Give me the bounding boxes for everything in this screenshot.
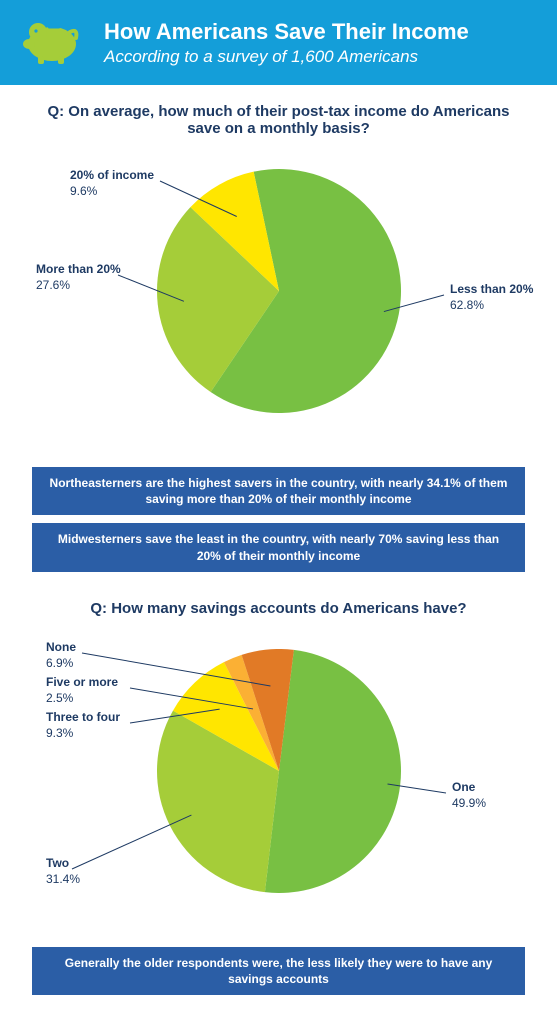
slice-label-name: Five or more	[46, 674, 118, 690]
slice-label-name: Two	[46, 855, 80, 871]
slice-label-value: 49.9%	[452, 795, 486, 811]
slice-label-value: 6.9%	[46, 655, 76, 671]
slice-label-name: One	[452, 779, 486, 795]
chart-2-callout-0: Generally the older respondents were, th…	[32, 947, 525, 995]
piggy-bank-icon	[18, 14, 90, 71]
chart-1-callout-0: Northeasterners are the highest savers i…	[32, 467, 525, 515]
chart-1-question: Q: On average, how much of their post-ta…	[32, 103, 525, 137]
slice-label-value: 9.3%	[46, 725, 120, 741]
slice-label: None6.9%	[46, 639, 76, 671]
slice-label-value: 27.6%	[36, 277, 121, 293]
slice-label: Less than 20%62.8%	[450, 281, 533, 313]
slice-label-value: 2.5%	[46, 690, 118, 706]
chart-1-callout-1: Midwesterners save the least in the coun…	[32, 523, 525, 571]
page-subtitle: According to a survey of 1,600 Americans	[104, 47, 539, 67]
slice-label: Two31.4%	[46, 855, 80, 887]
slice-label-value: 9.6%	[70, 183, 154, 199]
slice-label-name: None	[46, 639, 76, 655]
slice-label: 20% of income9.6%	[70, 167, 154, 199]
slice-label: One49.9%	[452, 779, 486, 811]
page-title: How Americans Save Their Income	[104, 19, 539, 45]
slice-label-value: 31.4%	[46, 871, 80, 887]
chart-2-question: Q: How many savings accounts do American…	[32, 600, 525, 617]
slice-label-value: 62.8%	[450, 297, 533, 313]
slice-label-name: 20% of income	[70, 167, 154, 183]
slice-label-name: More than 20%	[36, 261, 121, 277]
chart-1-pie: Less than 20%62.8%More than 20%27.6%20% …	[32, 149, 525, 459]
chart-1-section: Q: On average, how much of their post-ta…	[0, 85, 557, 582]
slice-label: Five or more2.5%	[46, 674, 118, 706]
slice-label: More than 20%27.6%	[36, 261, 121, 293]
slice-label-name: Less than 20%	[450, 281, 533, 297]
chart-2-pie: One49.9%Two31.4%Three to four9.3%Five or…	[32, 629, 525, 939]
header: How Americans Save Their Income Accordin…	[0, 0, 557, 85]
chart-2-section: Q: How many savings accounts do American…	[0, 582, 557, 1005]
slice-label: Three to four9.3%	[46, 709, 120, 741]
slice-label-name: Three to four	[46, 709, 120, 725]
